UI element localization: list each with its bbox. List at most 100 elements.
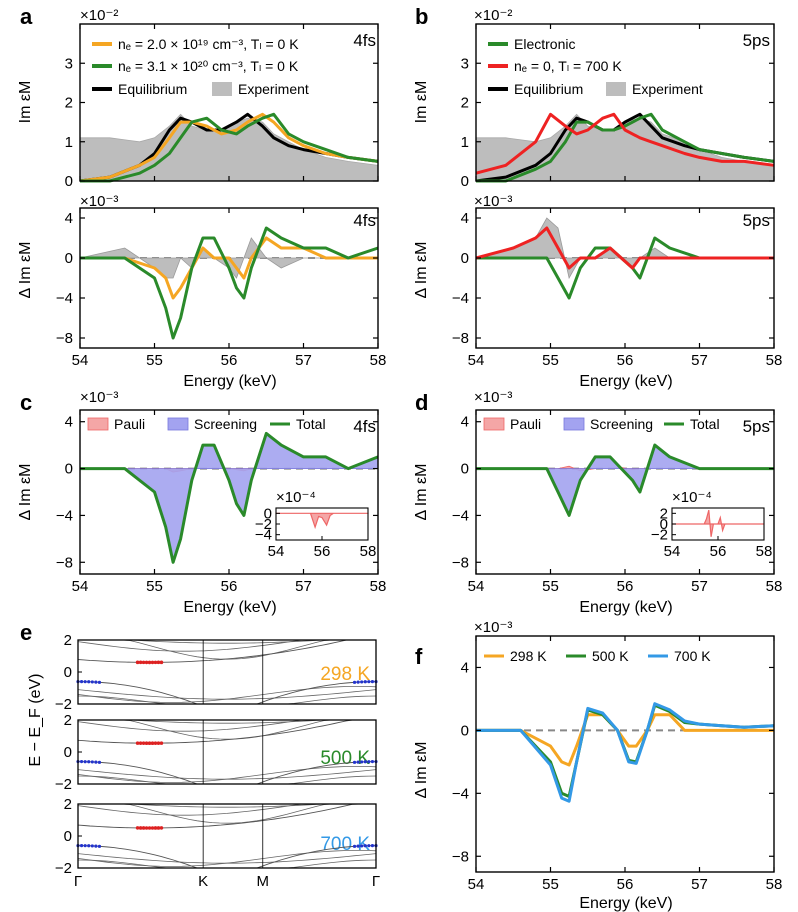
a-bottom-ytick-label-0: −8	[56, 330, 73, 347]
kpoint-label-0: Γ	[74, 873, 82, 890]
e-0-band-2	[77, 639, 376, 652]
e-1-cb-dot-3	[144, 741, 149, 745]
f-xtick-label-0: 54	[468, 876, 485, 893]
legend-b-label-2: Equilibrium	[514, 81, 583, 97]
e-2-conduction-band	[77, 803, 376, 829]
a-bottom-xtick-label-1: 55	[146, 352, 163, 369]
legend-d-label-0: Pauli	[510, 416, 541, 432]
d-inset-ytick-label-1: 0	[660, 516, 668, 533]
b-bottom-ytick-label-0: −8	[452, 330, 469, 347]
e-0-band-5	[77, 689, 377, 700]
legend-c-label-2: Total	[296, 416, 326, 432]
e-2-cb-dot-7	[156, 826, 161, 830]
c-inset-ytick-label-0: 0	[264, 505, 272, 522]
e-0-cb-dot-0	[135, 660, 140, 665]
e-2-cb-dot-6	[153, 826, 158, 830]
e-0-vb-dot-l-6	[97, 680, 102, 684]
e-1-cb-dot-7	[156, 741, 161, 745]
d-inset-ytick-label-0: 2	[660, 505, 668, 522]
d-inset-xtick-label-1: 56	[710, 543, 727, 560]
a-bottom-xtick-label-3: 57	[295, 352, 312, 369]
f-series-2-line	[476, 702, 775, 803]
e-2-vb-dot-r-1	[370, 844, 375, 848]
e-1-ytick-label-0: 2	[64, 712, 72, 729]
e-0-valence-band	[77, 681, 377, 705]
d-inset-ytick-label-2: −2	[651, 527, 668, 544]
e-2-cb-dot-4	[147, 826, 152, 830]
e-1-vb-dot-r-4	[360, 760, 364, 764]
e-0-vb-dot-r-5	[356, 680, 360, 684]
legend-c: Pauli Screening Total	[87, 416, 326, 432]
b-top-ytick-label-1: 1	[461, 134, 469, 151]
e-0-vb-dot-l-2	[83, 680, 87, 684]
kpoint-label-3: Γ	[372, 873, 380, 890]
e-1-cb-dot-6	[153, 741, 158, 745]
d-inset-mult: ×10⁻⁴	[672, 489, 712, 506]
a-bottom-ytick-label-1: −4	[56, 290, 73, 307]
d-series-1-area	[476, 444, 774, 517]
e-2-vb-dot-r-2	[367, 844, 371, 848]
mult-d: ×10⁻³	[474, 389, 512, 406]
ylabel-e: E − E_F (eV)	[27, 674, 44, 767]
e-1-ytick-label-2: −2	[55, 776, 72, 793]
e-0-vb-dot-l-3	[87, 680, 91, 684]
time-b-bottom: 5ps	[743, 211, 770, 230]
e-2-ytick-label-1: 0	[64, 828, 72, 845]
b-bottom-xtick-label-3: 57	[691, 352, 708, 369]
a-top-series-1-line	[79, 112, 379, 183]
e-2-vb-dot-l-2	[83, 844, 87, 848]
legend-a: nₑ = 2.0 × 10¹⁹ cm⁻³, Tₗ = 0 K nₑ = 3.1 …	[92, 36, 309, 97]
e-0-cb-dot-7	[156, 660, 161, 665]
time-d: 5ps	[743, 417, 770, 436]
c-xtick-label-3: 57	[295, 578, 312, 595]
e-0-vb-dot-r-3	[363, 680, 367, 684]
e-0-cb-dot-3	[144, 660, 149, 665]
b-top-ytick-label-3: 3	[461, 55, 469, 72]
d-inset-xtick-label-0: 54	[664, 543, 681, 560]
temp-label-500: 500 K	[320, 748, 370, 769]
d-xtick-label-3: 57	[691, 578, 708, 595]
e-2-vb-dot-l-4	[90, 844, 94, 848]
f-xtick-label-3: 57	[691, 876, 708, 893]
time-a-bottom: 4fs	[353, 211, 376, 230]
ylabel-b-top: Im εM	[413, 81, 430, 124]
xlabel-b: Energy (keV)	[579, 373, 672, 390]
kpoint-label-1: K	[198, 873, 208, 890]
e-2-vb-dot-r-3	[363, 844, 367, 848]
d-xtick-label-4: 58	[766, 578, 783, 595]
e-2-vb-dot-r-6	[352, 844, 357, 848]
e-1-cb-dot-8	[159, 741, 164, 745]
d-inset-pauli-area	[672, 509, 764, 537]
e-1-vb-dot-r-1	[370, 760, 375, 764]
f-ytick-label-1: −4	[452, 785, 469, 802]
a-bottom-xtick-label-2: 56	[221, 352, 238, 369]
temp-label-298: 298 K	[320, 664, 370, 685]
e-2-cb-dot-8	[159, 826, 164, 830]
e-1-vb-dot-r-5	[356, 760, 360, 764]
legend-c-swatch-1	[167, 417, 189, 431]
panel-label-f: f	[415, 644, 423, 669]
e-1-vb-dot-l-2	[83, 760, 87, 764]
e-0-vb-dot-r-6	[352, 680, 357, 684]
legend-d-swatch-0	[483, 417, 505, 431]
legend-a-label-3: Experiment	[238, 81, 309, 97]
a-top-series-3-line	[80, 112, 379, 183]
time-a-top: 4fs	[353, 31, 376, 50]
e-2-band-5	[77, 853, 377, 864]
b-top-series-3-line	[475, 112, 775, 175]
d-ytick-label-1: −4	[452, 507, 469, 524]
b-bottom-frame	[475, 207, 775, 349]
mult-b-top: ×10⁻²	[474, 7, 512, 24]
xlabel-c: Energy (keV)	[183, 599, 276, 616]
legend-f-label-0: 298 K	[510, 648, 547, 664]
e-0-cb-dot-5	[150, 660, 155, 665]
mult-a-top: ×10⁻²	[80, 7, 118, 24]
e-0-ytick-label-2: −2	[55, 696, 72, 713]
legend-b-label-3: Experiment	[632, 81, 703, 97]
ylabel-c: Δ Im εM	[17, 464, 34, 521]
e-0-conduction-band	[77, 639, 376, 663]
time-c: 4fs	[353, 417, 376, 436]
e-0-ytick-label-1: 0	[64, 664, 72, 681]
b-bottom-ytick-label-1: −4	[452, 290, 469, 307]
